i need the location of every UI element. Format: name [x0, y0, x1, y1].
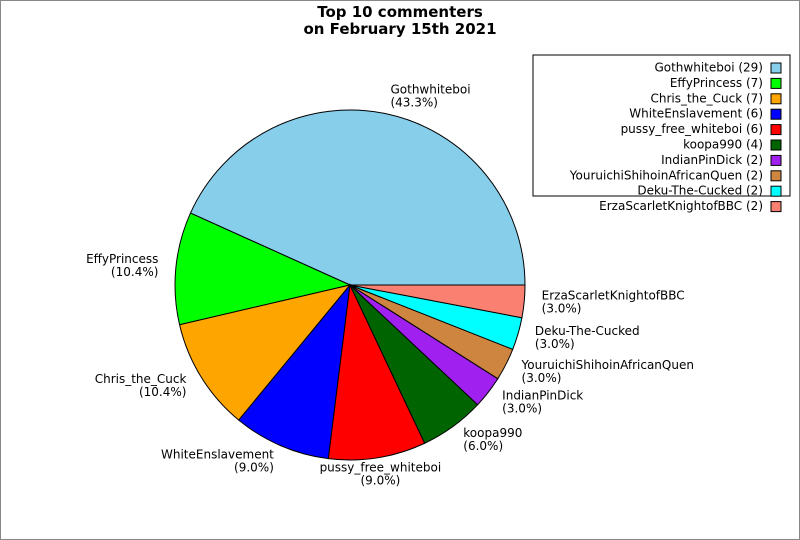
legend-box	[532, 54, 791, 197]
legend-label: Deku-The-Cucked (2)	[637, 184, 763, 198]
slice-label: IndianPinDick	[502, 388, 583, 402]
slice-value-label: (43.3%)	[390, 95, 437, 109]
slice-value-label: (3.0%)	[542, 302, 582, 316]
legend-swatch	[770, 170, 782, 182]
slice-value-label: (9.0%)	[360, 474, 400, 488]
slice-value-label: (3.0%)	[502, 401, 542, 415]
slice-label: pussy_free_whiteboi	[320, 461, 442, 475]
slice-value-label: (9.0%)	[234, 460, 274, 474]
chart-title: Top 10 commenters on February 15th 2021	[303, 3, 497, 38]
pie-slice	[189, 109, 526, 286]
legend-label: EffyPrincess (7)	[670, 76, 763, 90]
slice-value-label: (10.4%)	[111, 265, 158, 279]
legend-swatch	[770, 124, 782, 136]
legend-label: koopa990 (4)	[683, 138, 763, 152]
legend-label: YouruichiShihoinAfricanQuen (2)	[569, 168, 763, 182]
pie-slice	[327, 283, 426, 461]
pie-slice	[174, 212, 352, 326]
legend-label: WhiteEnslavement (6)	[629, 107, 763, 121]
slice-label: koopa990	[463, 426, 522, 440]
legend-swatch	[770, 93, 782, 105]
slice-label: YouruichiShihoinAfricanQuen	[521, 358, 694, 372]
pie-slice	[178, 284, 352, 421]
legend-swatch	[770, 185, 782, 197]
legend-swatch	[770, 62, 782, 74]
legend-swatch	[770, 108, 782, 120]
slice-label: Gothwhiteboi	[390, 82, 470, 96]
slice-label: WhiteEnslavement	[161, 447, 274, 461]
legend-swatch	[770, 139, 782, 151]
slice-label: ErzaScarletKnightofBBC	[542, 289, 685, 303]
legend-swatch	[770, 77, 782, 89]
legend-label: pussy_free_whiteboi (6)	[621, 122, 763, 136]
legend-label: Chris_the_Cuck (7)	[650, 91, 763, 105]
slice-value-label: (10.4%)	[139, 385, 186, 399]
legend-label: Gothwhiteboi (29)	[654, 61, 763, 75]
legend-label: IndianPinDick (2)	[661, 153, 763, 167]
legend-label: ErzaScarletKnightofBBC (2)	[599, 199, 763, 213]
slice-value-label: (3.0%)	[522, 371, 562, 385]
slice-value-label: (6.0%)	[463, 439, 503, 453]
slice-label: Chris_the_Cuck	[95, 372, 187, 386]
slice-label: EffyPrincess	[86, 252, 158, 266]
pie-slice	[238, 283, 351, 460]
legend-swatch	[770, 154, 782, 166]
slice-label: Deku-The-Cucked	[535, 324, 640, 338]
legend-swatch	[770, 201, 782, 213]
slice-value-label: (3.0%)	[535, 337, 575, 351]
pie-slice	[349, 284, 526, 319]
